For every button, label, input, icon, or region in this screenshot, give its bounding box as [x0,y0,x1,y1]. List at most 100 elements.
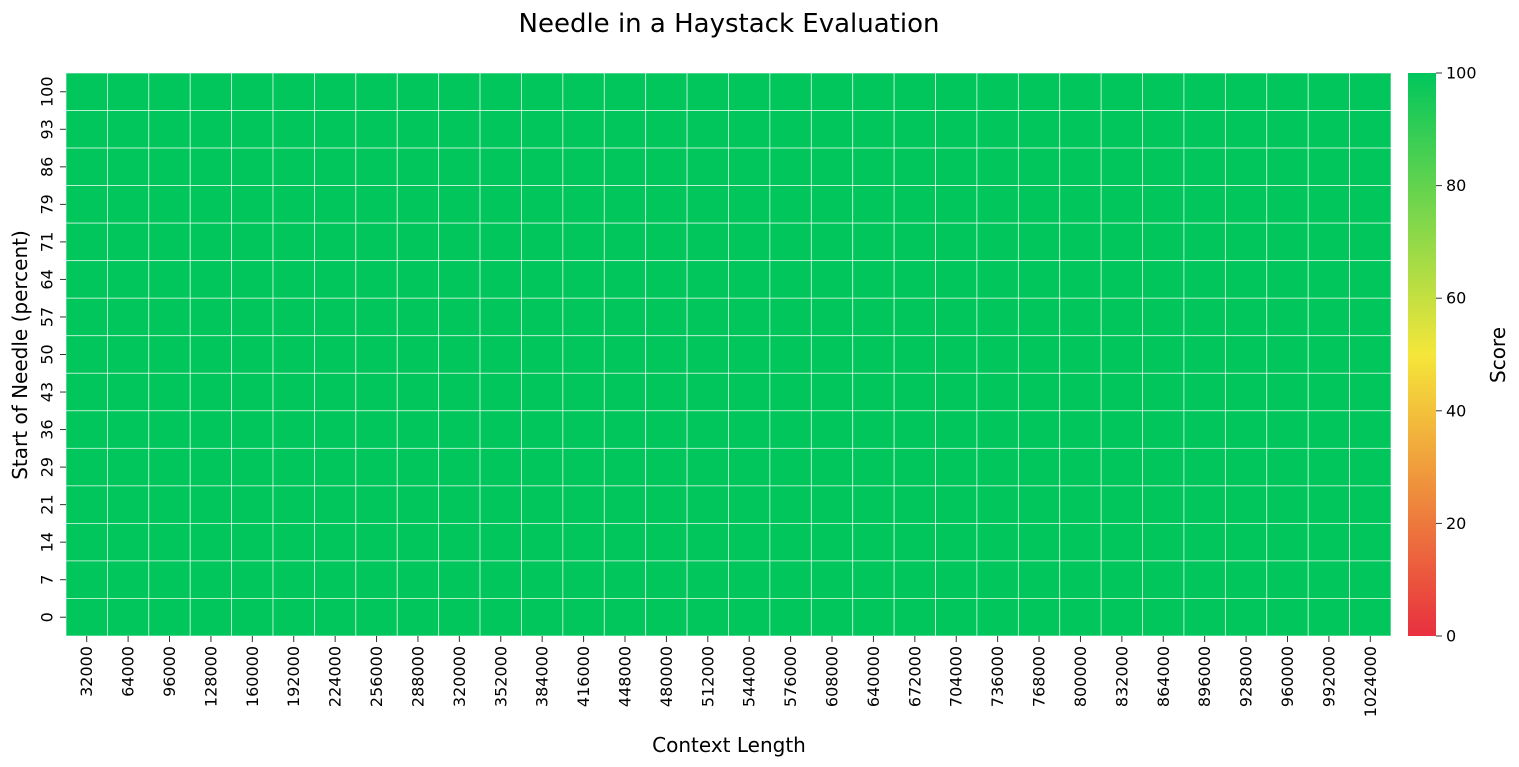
heatmap-cell [603,523,647,562]
heatmap-cell [645,372,688,412]
heatmap-cell [272,447,315,487]
heatmap-cell [231,560,274,599]
heatmap-cell [107,410,150,449]
heatmap-cell [1266,598,1309,637]
heatmap-cell [355,523,398,562]
heatmap-cell [1224,485,1268,524]
heatmap-cell [603,147,647,186]
heatmap-cell [65,523,108,562]
heatmap-cell [521,410,564,449]
heatmap-cell [148,447,191,487]
heatmap-cell [314,335,357,374]
heatmap-cell [107,523,150,562]
heatmap-cell [107,598,150,637]
heatmap-cell [769,410,812,449]
heatmap-cell [1307,222,1350,262]
heatmap-cell [686,410,729,449]
heatmap-cell [107,110,150,149]
heatmap-cell [355,372,398,412]
heatmap-cell [603,260,647,299]
heatmap-cell [1142,598,1185,637]
heatmap-cell [107,485,150,524]
heatmap-cell [893,335,936,374]
x-tick-label: 928000 [1237,646,1256,707]
heatmap-cell [396,222,440,262]
heatmap-cell [562,485,605,524]
heatmap-cell [1142,560,1185,599]
heatmap-cell [521,447,564,487]
heatmap-cell [479,485,522,524]
heatmap-cell [1142,372,1185,412]
x-tick-label: 736000 [988,646,1007,707]
heatmap-cell [65,372,108,412]
heatmap-cell [1059,260,1102,299]
heatmap-cell [686,185,729,224]
heatmap-cell [852,72,895,111]
heatmap-cell [1224,222,1268,262]
heatmap-cell [314,72,357,111]
heatmap-cell [562,260,605,299]
x-tick-label: 288000 [408,646,427,707]
x-tick-label: 544000 [740,646,759,707]
heatmap-cell [1266,523,1309,562]
heatmap-cell [231,372,274,412]
heatmap-cell [893,185,936,224]
heatmap-cell [479,372,522,412]
heatmap-cell [728,447,771,487]
heatmap-cell [1017,72,1061,111]
heatmap-cell [810,185,854,224]
heatmap-cell [148,598,191,637]
heatmap-cell [976,560,1019,599]
heatmap-cell [1224,372,1268,412]
heatmap-cell [893,447,936,487]
x-tick-label: 672000 [905,646,924,707]
heatmap-cell [107,297,150,337]
heatmap-cell [231,335,274,374]
heatmap-cell [272,372,315,412]
heatmap-cell [1017,485,1061,524]
heatmap-cell [355,72,398,111]
y-tick-label: 93 [38,119,57,139]
heatmap-cell [852,222,895,262]
heatmap-cell [893,598,936,637]
heatmap-cell [1017,598,1061,637]
heatmap-cell [148,485,191,524]
heatmap-cell [935,297,978,337]
heatmap-cell [1142,485,1185,524]
heatmap-cell [521,147,564,186]
heatmap-cell [562,447,605,487]
heatmap-cell [521,372,564,412]
x-tick-label: 160000 [243,646,262,707]
heatmap-cell [562,110,605,149]
heatmap-cell [272,185,315,224]
heatmap-cell [686,447,729,487]
heatmap-cell [438,372,481,412]
heatmap-cell [562,372,605,412]
heatmap-cell [1142,110,1185,149]
heatmap-cell [1059,185,1102,224]
heatmap-cell [1059,72,1102,111]
x-tick-label: 128000 [201,646,220,707]
heatmap-cell [1017,447,1061,487]
heatmap-cell [893,260,936,299]
heatmap-cell [852,260,895,299]
heatmap-cell [107,72,150,111]
colorbar-tick-label: 80 [1446,176,1466,195]
heatmap-cell [479,110,522,149]
x-tick-label: 32000 [77,646,96,697]
heatmap-cell [935,485,978,524]
heatmap-cell [1017,410,1061,449]
heatmap-cell [1349,72,1392,111]
heatmap-cell [728,222,771,262]
heatmap-cell [479,335,522,374]
heatmap-cell [935,222,978,262]
heatmap-cell [728,372,771,412]
heatmap-cell [1183,260,1226,299]
heatmap-cell [810,297,854,337]
heatmap-cell [562,410,605,449]
colorbar: 0 20 40 60 80 100 Score [1408,64,1510,646]
heatmap-cell [645,335,688,374]
heatmap-cell [231,410,274,449]
heatmap-cell [1307,147,1350,186]
heatmap-cell [976,447,1019,487]
